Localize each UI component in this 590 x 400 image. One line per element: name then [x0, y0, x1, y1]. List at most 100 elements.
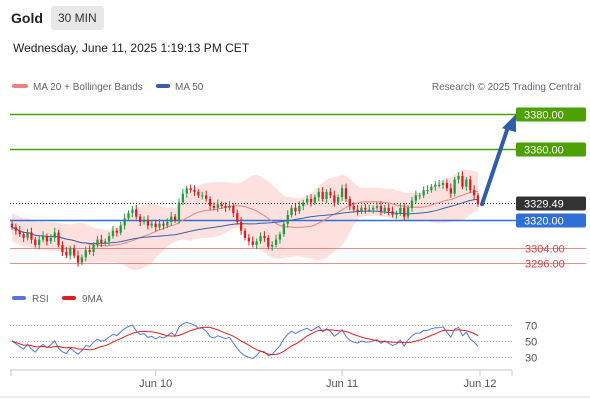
- candle-body: [84, 250, 87, 258]
- candle-body: [158, 223, 161, 228]
- candle-body: [96, 239, 99, 245]
- candle-body: [18, 230, 21, 235]
- chart-header: Gold 30 MIN: [0, 0, 590, 36]
- candle-body: [473, 190, 476, 196]
- candle-body: [406, 207, 410, 217]
- candle-body: [41, 236, 45, 240]
- ma9-legend-label: 9MA: [82, 294, 103, 305]
- candle-body: [449, 188, 452, 194]
- candle-body: [166, 221, 169, 226]
- ma20-swatch: [12, 84, 28, 88]
- ma50-legend-label: MA 50: [175, 82, 204, 93]
- candle-body: [325, 191, 328, 199]
- candle-body: [104, 241, 107, 244]
- x-tick-label-2: Jun 12: [463, 378, 496, 390]
- candle-body: [395, 213, 398, 215]
- candle-body: [170, 216, 173, 222]
- candle-body: [426, 190, 429, 192]
- candle-body: [372, 207, 375, 210]
- candle-body: [302, 202, 305, 206]
- candle-body: [131, 209, 134, 214]
- candle-body: [107, 236, 111, 242]
- candle-body: [119, 225, 122, 233]
- candle-body: [267, 237, 270, 247]
- arrow-head: [502, 114, 516, 133]
- candle-body: [57, 232, 60, 245]
- candle-body: [150, 223, 153, 226]
- level-label-box-0: [516, 107, 586, 122]
- candle-body: [139, 216, 142, 222]
- candle-body: [115, 230, 118, 233]
- candle-body: [251, 241, 254, 245]
- candle-body: [274, 239, 278, 245]
- candle-body: [26, 232, 29, 238]
- candle-body: [438, 184, 441, 186]
- ma50-swatch: [156, 84, 170, 88]
- candle-body: [352, 206, 355, 210]
- candle-body: [49, 237, 52, 242]
- level-label-1: 3360.00: [524, 145, 564, 157]
- candle-body: [282, 223, 285, 235]
- level-labels: 3380.00 3360.00 3329.49 3320.00 3304.00 3296.…: [516, 107, 586, 271]
- rsi-tick-label-30: 30: [525, 353, 537, 365]
- candle-body: [135, 209, 138, 217]
- candle-body: [92, 244, 95, 252]
- candle-body: [14, 227, 17, 231]
- candle-body: [185, 188, 188, 194]
- timeframe-badge[interactable]: 30 MIN: [51, 6, 104, 30]
- candle-body: [434, 184, 437, 187]
- candle-body: [337, 197, 340, 203]
- rsi-tick-label-50: 50: [525, 337, 537, 349]
- candle-body: [38, 239, 41, 245]
- candle-body: [220, 204, 223, 207]
- candle-body: [445, 183, 449, 189]
- candle-body: [142, 220, 146, 222]
- candle-body: [453, 179, 456, 194]
- candle-body: [22, 234, 25, 238]
- ma9-line: [11, 326, 479, 356]
- candle-body: [154, 223, 157, 228]
- rsi-legend-label: RSI: [32, 294, 49, 305]
- candle-body: [383, 207, 386, 212]
- candle-body: [224, 206, 227, 208]
- candle-body: [306, 199, 309, 203]
- rsi-tick-label-70: 70: [525, 321, 537, 333]
- candle-body: [278, 234, 282, 240]
- candle-body: [255, 241, 258, 245]
- candle-body: [313, 197, 316, 203]
- candle-body: [240, 221, 243, 231]
- candle-body: [410, 200, 414, 208]
- candle-body: [232, 206, 235, 214]
- candle-body: [368, 209, 371, 211]
- candle-body: [414, 195, 417, 201]
- level-label-3: 3320.00: [524, 216, 564, 228]
- x-tick-label-1: Jun 11: [326, 378, 358, 390]
- candle-body: [123, 218, 126, 226]
- candle-body: [69, 248, 72, 256]
- candle-body: [379, 206, 383, 212]
- candle-body: [375, 206, 379, 208]
- candle-body: [111, 230, 115, 237]
- level-label-box-2: [516, 196, 586, 211]
- candle-body: [208, 199, 212, 207]
- candle-body: [344, 188, 348, 199]
- candle-body: [236, 213, 239, 222]
- level-label-box-3: [516, 213, 586, 228]
- candle-body: [461, 176, 464, 187]
- candle-body: [53, 232, 56, 238]
- candles: [10, 171, 480, 267]
- symbol-title: Gold: [11, 10, 43, 26]
- candle-body: [146, 220, 150, 226]
- candle-body: [321, 191, 324, 199]
- candle-body: [127, 213, 130, 219]
- candle-body: [181, 193, 184, 203]
- candle-body: [34, 239, 37, 245]
- candle-body: [469, 179, 472, 191]
- candle-body: [73, 248, 76, 256]
- level-lines: [10, 113, 586, 264]
- candle-body: [201, 195, 204, 197]
- candle-body: [205, 195, 208, 199]
- candle-body: [162, 223, 165, 226]
- candle-body: [259, 236, 262, 242]
- candle-body: [65, 252, 68, 256]
